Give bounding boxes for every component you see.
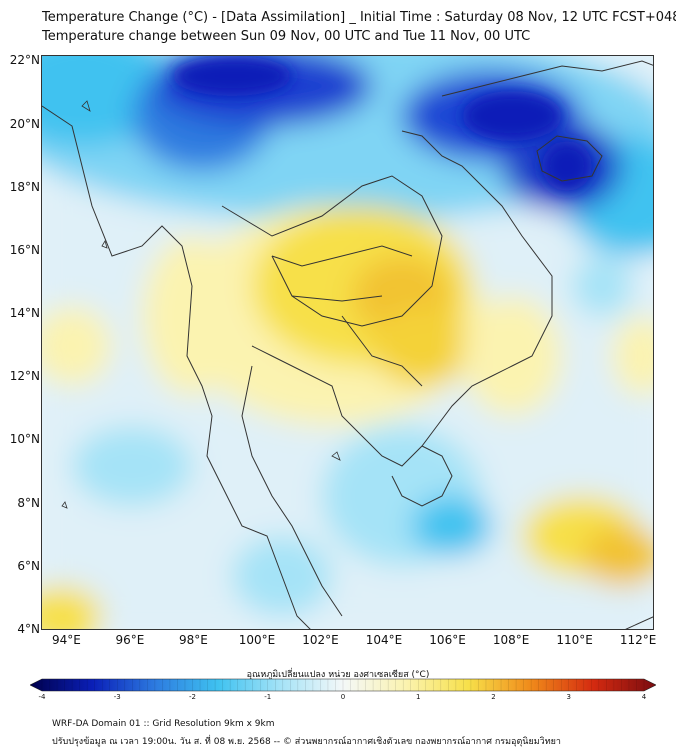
lon-tick-label: 104°E — [365, 633, 403, 647]
footer-model-info: WRF-DA Domain 01 :: Grid Resolution 9km … — [52, 719, 275, 729]
lon-tick-label: 106°E — [429, 633, 466, 647]
colorbar-tick-label: -3 — [113, 693, 121, 701]
lon-tick-label: 100°E — [238, 633, 276, 647]
lat-tick-label: 8°N — [17, 495, 40, 510]
lon-tick-label: 110°E — [556, 633, 593, 647]
lat-tick-label: 16°N — [9, 242, 40, 257]
temperature-change-map — [42, 56, 653, 629]
lon-tick-label: 98°E — [179, 633, 208, 647]
lon-tick-label: 112°E — [619, 633, 657, 647]
colorbar-tick-label: -4 — [38, 693, 46, 701]
colorbar-tick-label: 3 — [566, 693, 571, 701]
lon-tick-label: 108°E — [492, 633, 530, 647]
title-line-1: Temperature Change (°C) - [Data Assimila… — [42, 10, 676, 25]
colorbar-tick-label: 2 — [491, 693, 496, 701]
lat-tick-label: 4°N — [17, 622, 40, 636]
lat-tick-label: 22°N — [9, 53, 40, 68]
coastlines — [42, 60, 653, 629]
colorbar-tick-label: 4 — [641, 693, 647, 701]
colorbar — [30, 678, 656, 692]
colorbar-gradient — [30, 678, 656, 692]
footer-credit: ปรับปรุงข้อมูล ณ เวลา 19:00น. วัน ส. ที่… — [52, 737, 561, 747]
lat-tick-label: 12°N — [9, 369, 40, 384]
lon-tick-label: 94°E — [51, 633, 81, 647]
lon-tick-label: 96°E — [115, 633, 145, 647]
colorbar-tick-label: 1 — [416, 693, 421, 701]
lon-tick-label: 102°E — [302, 633, 339, 647]
colorbar-tick-label: -1 — [264, 693, 272, 701]
lat-tick-label: 10°N — [9, 432, 40, 447]
colorbar-tick-label: 0 — [340, 693, 346, 701]
colorbar-label: อุณหภูมิเปลี่ยนแปลง หน่วย องศาเซลเซียส (… — [246, 670, 430, 680]
title-line-2: Temperature change between Sun 09 Nov, 0… — [42, 29, 531, 44]
lat-tick-label: 14°N — [9, 306, 40, 321]
colorbar-tick-label: -2 — [189, 693, 196, 701]
lat-tick-label: 20°N — [9, 116, 40, 131]
lat-tick-label: 6°N — [17, 558, 40, 573]
map-panel[interactable] — [41, 55, 654, 630]
lat-tick-label: 18°N — [9, 179, 40, 194]
